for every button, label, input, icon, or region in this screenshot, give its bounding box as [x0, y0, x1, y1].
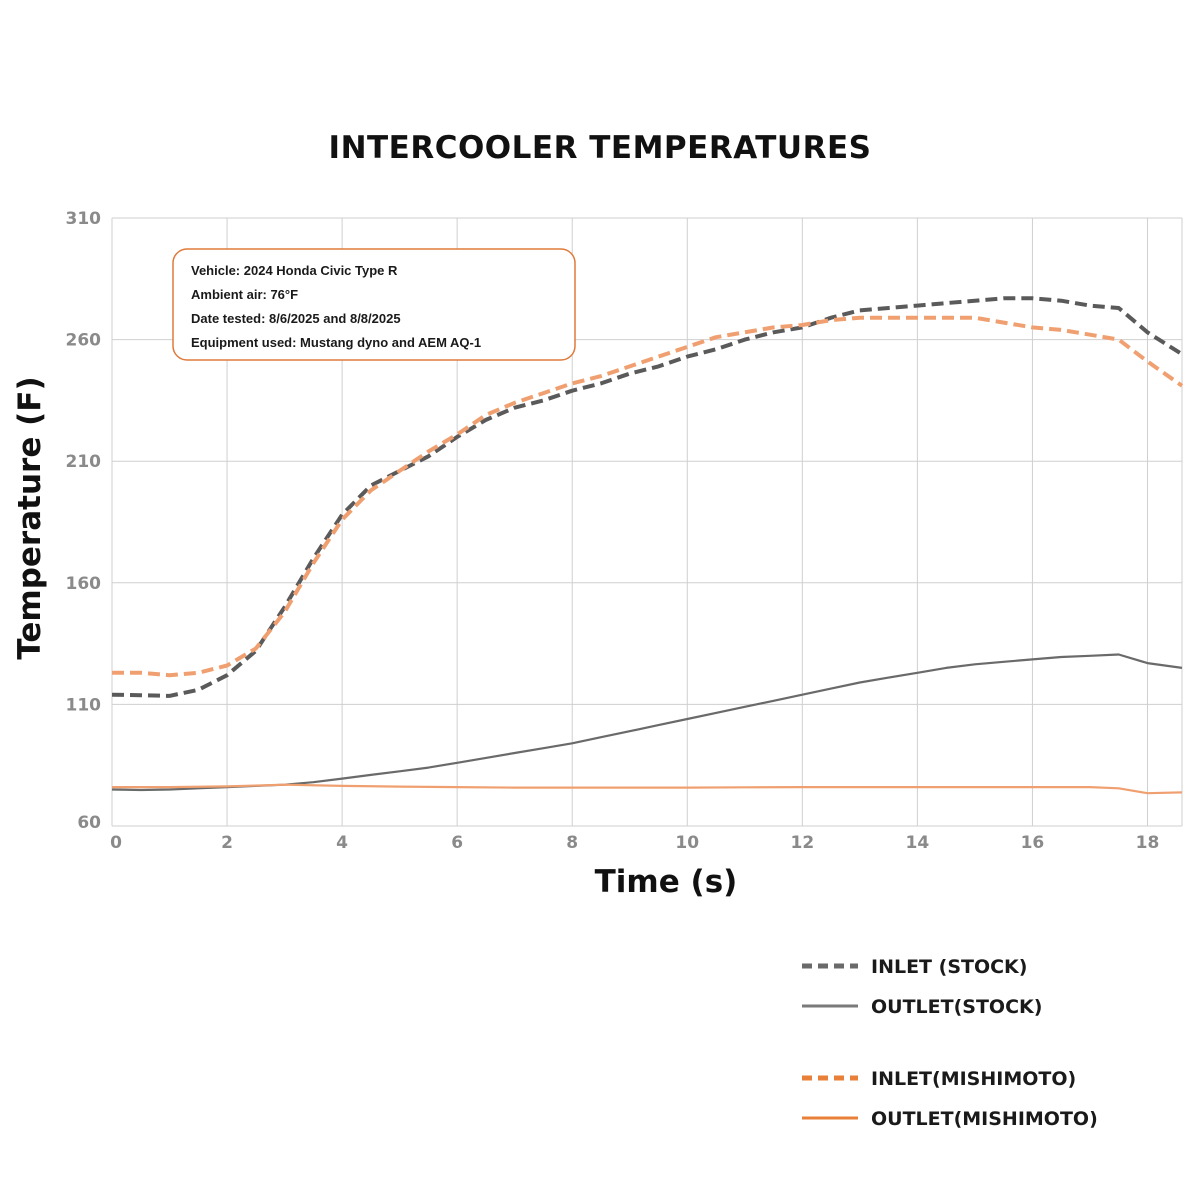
annotation-border [172, 248, 576, 361]
y-tick-label: 160 [66, 574, 102, 594]
x-axis-ticks: 0 2 4 6 8 10 12 14 16 18 [110, 833, 1159, 853]
y-tick-label: 310 [66, 209, 102, 229]
y-tick-label: 60 [77, 813, 101, 833]
series-line-outlet-mishimoto [112, 783, 1183, 795]
annotation-box: Vehicle: 2024 Honda Civic Type R Ambient … [172, 248, 576, 361]
annotation-line: Vehicle: 2024 Honda Civic Type R [191, 263, 398, 278]
legend-label-inlet-mishimoto: INLET(MISHIMOTO) [871, 1068, 1076, 1090]
x-tick-label: 8 [566, 833, 578, 853]
series-line-inlet-stock [111, 296, 1184, 698]
y-tick-label: 210 [66, 452, 102, 472]
y-tick-label: 260 [66, 331, 102, 351]
legend: INLET (STOCK) OUTLET(STOCK) INLET(MISHIMOT… [802, 956, 1098, 1130]
y-axis-ticks: 60 110 160 210 260 310 [66, 209, 102, 833]
series-lines [111, 296, 1184, 795]
y-tick-label: 110 [66, 695, 102, 715]
series-line-outlet-stock [111, 653, 1183, 792]
chart-title: INTERCOOLER TEMPERATURES [329, 130, 872, 166]
legend-label-outlet-stock: OUTLET(STOCK) [871, 996, 1042, 1018]
annotation-line: Ambient air: 76°F [191, 287, 298, 302]
x-axis-label: Time (s) [595, 864, 738, 900]
x-tick-label: 12 [790, 833, 814, 853]
x-tick-label: 2 [221, 833, 233, 853]
annotation-line: Equipment used: Mustang dyno and AEM AQ-… [191, 335, 481, 350]
annotation-line: Date tested: 8/6/2025 and 8/8/2025 [191, 311, 401, 326]
legend-label-outlet-mishimoto: OUTLET(MISHIMOTO) [871, 1108, 1098, 1130]
x-tick-label: 10 [675, 833, 699, 853]
x-tick-label: 4 [336, 833, 348, 853]
series-line-inlet-mishimoto [112, 315, 1184, 678]
x-tick-label: 0 [110, 833, 122, 853]
legend-label-inlet-stock: INLET (STOCK) [871, 956, 1027, 978]
x-tick-label: 16 [1021, 833, 1045, 853]
x-tick-label: 6 [451, 833, 463, 853]
y-axis-label: Temperature (F) [12, 376, 48, 659]
x-tick-label: 14 [906, 833, 930, 853]
x-tick-label: 18 [1136, 833, 1160, 853]
